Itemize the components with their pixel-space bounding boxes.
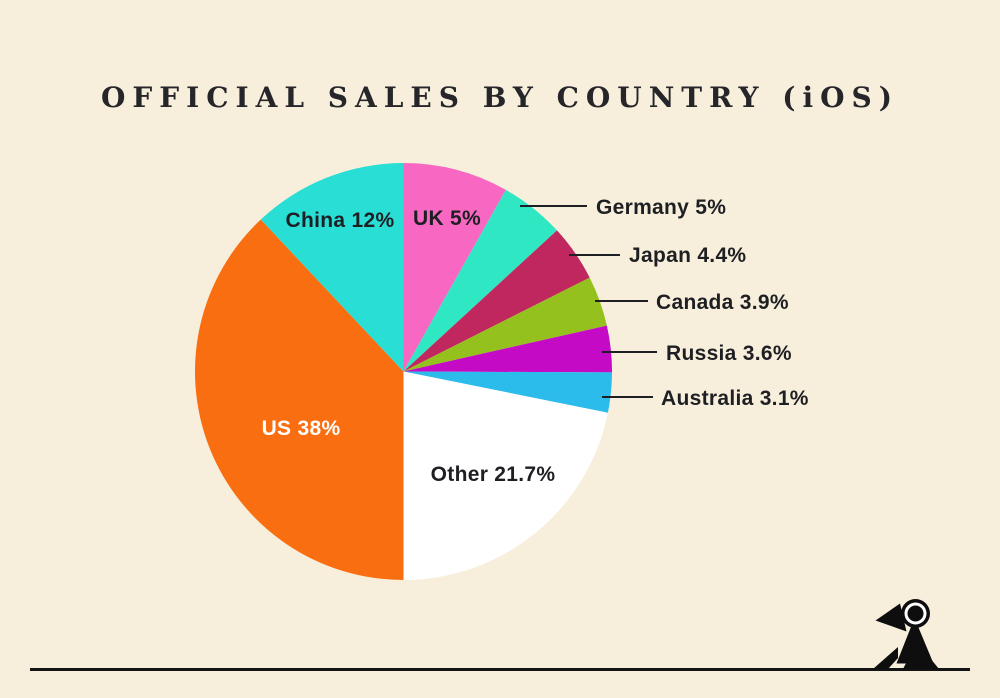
pie-slice-germany <box>403 189 557 372</box>
bird-eye-pupil-icon <box>907 605 924 622</box>
slice-label-russia: Russia 3.6% <box>666 342 792 365</box>
slice-label-canada: Canada 3.9% <box>656 291 789 314</box>
walking-bird-logo <box>873 599 939 669</box>
slice-label-australia: Australia 3.1% <box>661 387 809 410</box>
bird-left-leg-icon <box>873 647 898 669</box>
pie-slice-uk <box>403 163 506 372</box>
page-title: OFFICIAL SALES BY COUNTRY (iOS) <box>100 81 900 114</box>
pie-slice-russia <box>403 325 613 373</box>
slice-label-germany: Germany 5% <box>596 196 726 219</box>
slice-label-japan: Japan 4.4% <box>629 244 746 267</box>
pie-slice-us <box>194 219 404 580</box>
slice-label-china: China 12% <box>286 209 395 232</box>
slice-label-uk: UK 5% <box>413 207 481 230</box>
pie-slice-japan <box>403 230 590 372</box>
pie-slice-other <box>403 371 608 580</box>
pie-slice-australia <box>403 371 612 413</box>
pie-slice-china <box>260 163 404 372</box>
footer-rule <box>30 668 970 671</box>
bird-beak-icon <box>875 603 907 632</box>
slice-label-other: Other 21.7% <box>431 463 556 486</box>
bird-right-leg-icon <box>903 642 939 669</box>
pie-slice-canada <box>403 277 607 372</box>
slice-label-us: US 38% <box>262 417 341 440</box>
